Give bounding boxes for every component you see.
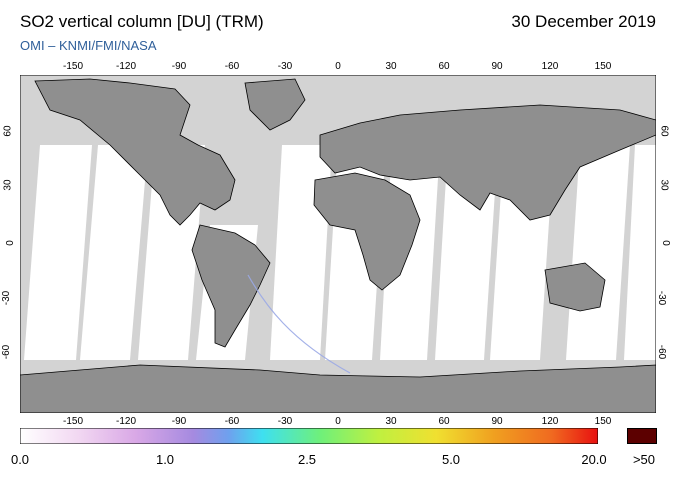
orbit-swath xyxy=(80,145,148,360)
lon-tick-bottom: -90 xyxy=(171,416,187,427)
lon-tick-bottom: 150 xyxy=(594,416,612,427)
antarctica xyxy=(20,364,656,413)
lat-tick-right: 30 xyxy=(658,179,670,191)
lat-tick-left: -30 xyxy=(1,290,13,306)
lon-tick-top: -60 xyxy=(224,61,240,72)
africa xyxy=(313,172,421,291)
colorbar-label: 0.0 xyxy=(10,452,30,467)
lon-tick-bottom: -150 xyxy=(62,416,84,427)
lat-tick-right: 0 xyxy=(659,240,671,246)
lon-tick-bottom: 90 xyxy=(491,416,503,427)
lon-tick-top: 90 xyxy=(491,61,503,72)
lon-tick-bottom: -120 xyxy=(115,416,137,427)
lon-tick-top: 0 xyxy=(335,61,341,72)
lon-tick-top: -150 xyxy=(62,61,84,72)
north-america xyxy=(34,78,236,226)
colorbar-label: >50 xyxy=(632,452,656,467)
lon-tick-bottom: 30 xyxy=(385,416,397,427)
colorbar-label: 5.0 xyxy=(441,452,461,467)
colorbar-overflow-box xyxy=(627,428,657,444)
lon-tick-bottom: -30 xyxy=(277,416,293,427)
australia xyxy=(544,262,606,312)
lat-tick-right: 60 xyxy=(658,125,670,137)
lon-tick-bottom: 120 xyxy=(541,416,559,427)
land-masses xyxy=(20,78,656,413)
lon-tick-top: 150 xyxy=(594,61,612,72)
orbit-swath xyxy=(624,145,656,360)
map-date: 30 December 2019 xyxy=(511,12,656,31)
colorbar-gradient xyxy=(20,428,598,444)
lon-tick-top: -30 xyxy=(277,61,293,72)
lat-tick-left: 60 xyxy=(2,125,14,137)
colorbar-label: 1.0 xyxy=(155,452,175,467)
eurasia xyxy=(319,104,656,221)
lat-tick-left: 30 xyxy=(2,179,14,191)
lon-tick-bottom: 0 xyxy=(335,416,341,427)
lon-tick-top: 120 xyxy=(541,61,559,72)
lon-tick-top: 30 xyxy=(385,61,397,72)
colorbar-label: 2.5 xyxy=(297,452,317,467)
lat-tick-left: 0 xyxy=(4,240,16,246)
lon-tick-bottom: -60 xyxy=(224,416,240,427)
lat-tick-left: -60 xyxy=(1,344,13,360)
data-source: OMI – KNMI/FMI/NASA xyxy=(20,38,157,53)
lat-tick-right: -60 xyxy=(656,344,668,360)
orbit-swath xyxy=(24,145,92,360)
map-title: SO2 vertical column [DU] (TRM) xyxy=(20,12,264,31)
lon-tick-top: 60 xyxy=(438,61,450,72)
so2-trace xyxy=(247,274,351,374)
lon-tick-top: -120 xyxy=(115,61,137,72)
lon-tick-bottom: 60 xyxy=(438,416,450,427)
south-america xyxy=(191,224,271,348)
lat-tick-right: -30 xyxy=(656,290,668,306)
world-map xyxy=(20,75,656,413)
colorbar-label: 20.0 xyxy=(581,452,607,467)
colorbar xyxy=(20,428,598,444)
greenland xyxy=(244,78,306,131)
lon-tick-top: -90 xyxy=(171,61,187,72)
